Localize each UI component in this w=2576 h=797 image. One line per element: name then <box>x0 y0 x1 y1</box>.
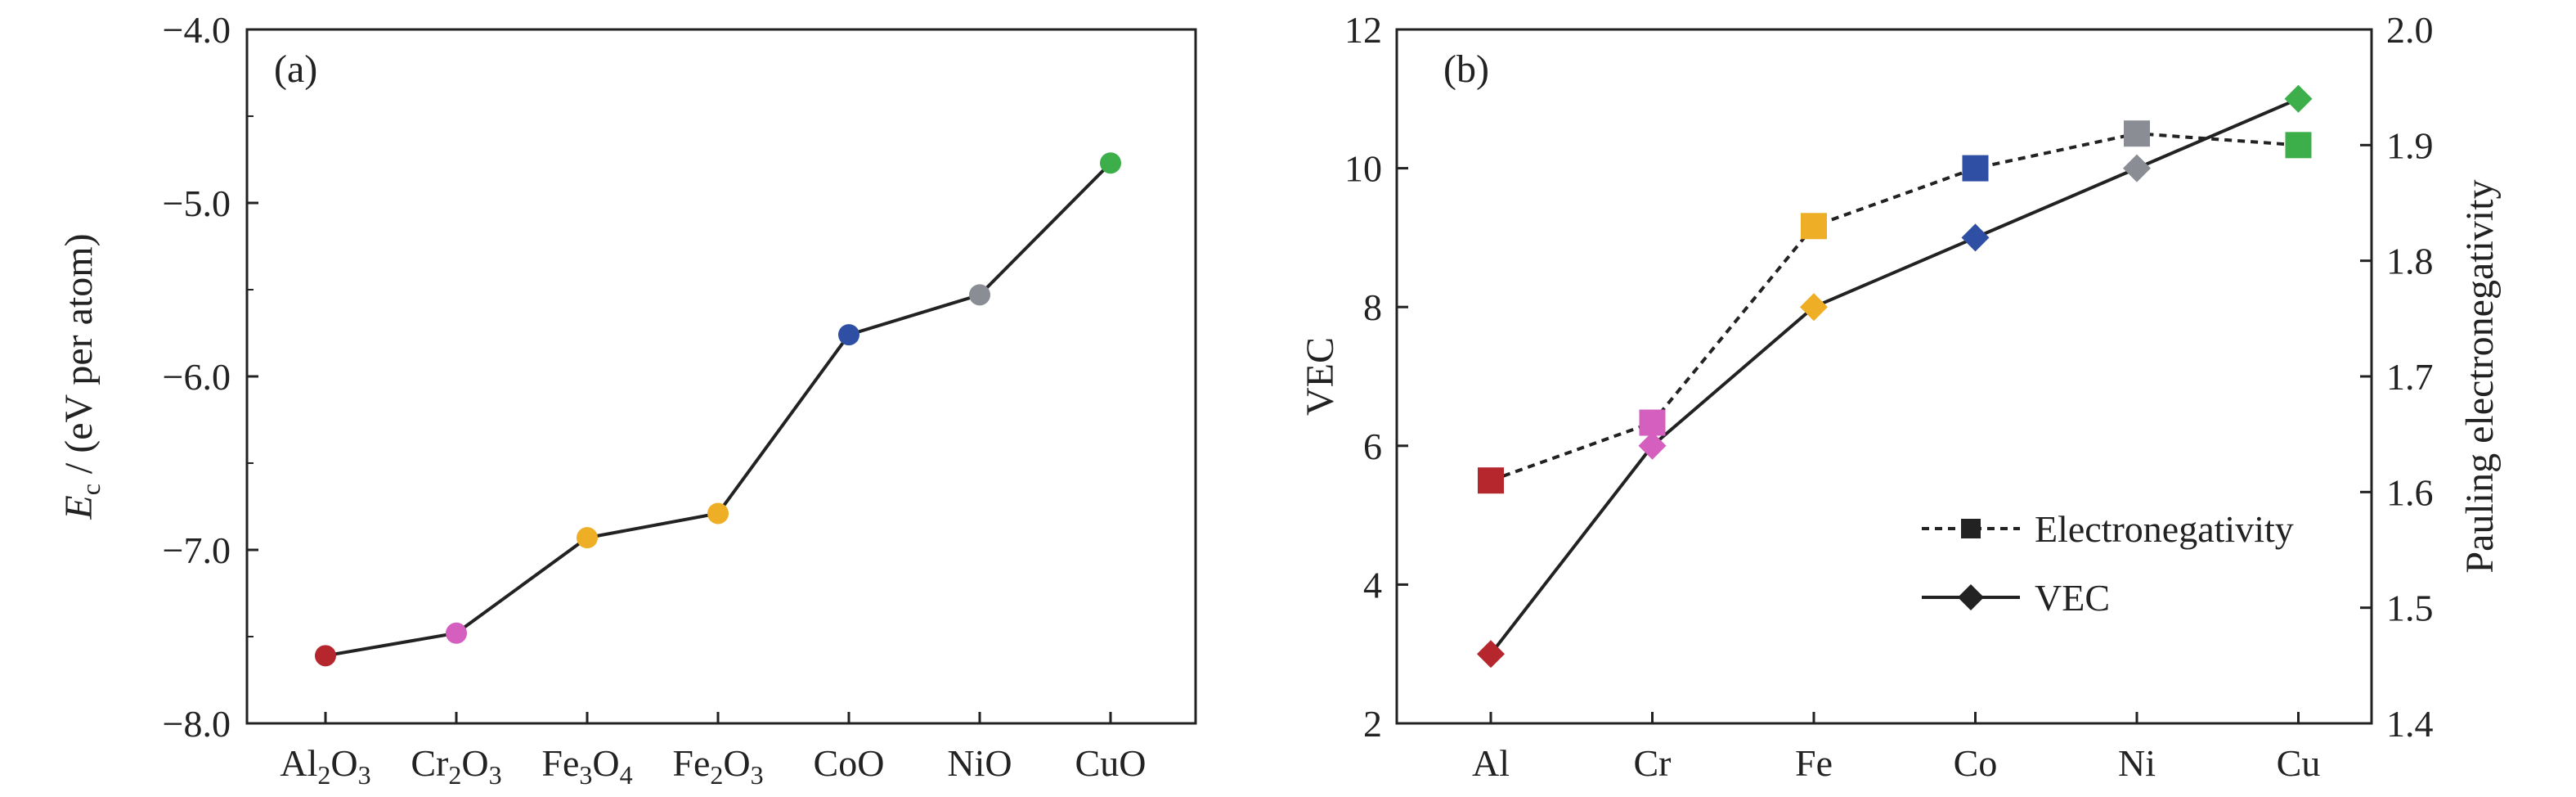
panel-a-x-tick-label: NiO <box>947 742 1012 784</box>
panel-b-vec-electronegativity-chart: 2 4 6 8 10 12 1.4 1.5 1.6 1.7 1.8 1.9 2.0 Al Cr Fe Co N… <box>1299 9 2502 784</box>
panel-a-x-tick-label: Cr2O3 <box>411 742 501 790</box>
legend-entry-vec: VEC <box>1922 577 2110 619</box>
panel-b-right-y-tick-label: 1.5 <box>2386 588 2434 629</box>
panel-b-left-y-ticks: 2 4 6 8 10 12 <box>1344 9 1408 745</box>
panel-a-y-tick-label: −5.0 <box>163 182 231 224</box>
panel-b-left-y-tick-label: 8 <box>1363 286 1382 328</box>
panel-b-right-y-tick-label: 1.9 <box>2386 124 2434 166</box>
panel-b-right-y-tick-label: 1.7 <box>2386 356 2434 398</box>
panel-a-y-axis-title-subscript: c <box>76 484 105 495</box>
panel-b-left-y-tick-label: 12 <box>1344 9 1382 51</box>
formula-element: CuO <box>1075 742 1147 784</box>
panel-b-right-y-tick-label: 1.8 <box>2386 241 2434 282</box>
panel-b-series <box>1477 84 2313 669</box>
formula-subscript: 2 <box>317 760 330 790</box>
vec-point <box>2123 154 2151 182</box>
panel-a-x-tick-label: Al2O3 <box>280 742 370 790</box>
panel-a-x-ticks: Al2O3 Cr2O3 Fe3O4 Fe2O3 CoO NiO CuO <box>280 712 1146 790</box>
formula-subscript: 3 <box>579 760 592 790</box>
vec-point <box>1638 431 1667 460</box>
panel-b-x-ticks: Al Cr Fe Co Ni Cu <box>1472 712 2320 784</box>
vec-point <box>1800 293 1828 322</box>
formula-element: Cr <box>411 742 448 784</box>
formula-element: CoO <box>814 742 885 784</box>
legend-electronegativity-marker <box>1961 519 1981 538</box>
formula-subscript: 3 <box>489 760 502 790</box>
panel-b-left-y-tick-label: 2 <box>1363 703 1382 745</box>
panel-b-left-y-tick-label: 10 <box>1344 148 1382 190</box>
formula-subscript: 3 <box>751 760 764 790</box>
panel-a-data-point <box>707 502 729 525</box>
vec-point <box>1477 640 1505 669</box>
panel-b-x-tick-label: Co <box>1954 742 1998 784</box>
electronegativity-point <box>1478 467 1504 494</box>
formula-element: O <box>330 742 357 784</box>
panel-a-data-point <box>1100 152 1121 174</box>
panel-a-y-tick-label: −4.0 <box>163 9 231 51</box>
vec-point <box>1961 223 1990 252</box>
panel-b-right-y-tick-label: 1.4 <box>2386 703 2434 745</box>
formula-element: Fe <box>672 742 710 784</box>
panel-b-left-y-tick-label: 4 <box>1363 564 1382 606</box>
panel-a-y-tick-label: −6.0 <box>163 356 231 398</box>
panel-a-x-tick-label: Fe2O3 <box>672 742 763 790</box>
electronegativity-point <box>1962 155 1989 182</box>
formula-subscript: 2 <box>710 760 723 790</box>
panel-a-x-tick-label: CoO <box>814 742 885 784</box>
panel-a-y-axis-title-unit: / (eV per atom) <box>57 233 101 484</box>
formula-element: O <box>592 742 619 784</box>
legend-entry-electronegativity: Electronegativity <box>1922 508 2294 550</box>
legend-electronegativity-label: Electronegativity <box>2035 508 2294 550</box>
panel-a-data-point <box>315 645 336 667</box>
panel-a-y-tick-label: −7.0 <box>163 529 231 571</box>
panel-a-label: (a) <box>274 47 317 91</box>
panel-a-x-tick-label: Fe3O4 <box>541 742 632 790</box>
legend-vec-label: VEC <box>2035 577 2110 619</box>
panel-b-right-y-tick-label: 2.0 <box>2386 9 2434 51</box>
panel-b-right-y-ticks: 1.4 1.5 1.6 1.7 1.8 1.9 2.0 <box>2360 9 2434 745</box>
formula-subscript: 3 <box>358 760 371 790</box>
electronegativity-point <box>1801 213 1827 240</box>
panel-a-y-tick-label: −8.0 <box>163 703 231 745</box>
formula-element: O <box>723 742 750 784</box>
panel-b-right-y-axis-title: Pauling electronegativity <box>2458 179 2502 573</box>
vec-line <box>1489 97 2300 655</box>
panel-a-y-axis-title-symbol: E <box>57 495 101 520</box>
panel-b-x-tick-label: Ni <box>2118 742 2156 784</box>
electronegativity-point <box>1639 409 1666 436</box>
formula-element: NiO <box>947 742 1012 784</box>
formula-element: Fe <box>541 742 579 784</box>
formula-element: Al <box>280 742 317 784</box>
panel-b-x-tick-label: Fe <box>1795 742 1833 784</box>
panel-a-data-point <box>446 622 467 644</box>
panel-b-right-y-tick-label: 1.6 <box>2386 471 2434 513</box>
electronegativity-point <box>2285 132 2312 159</box>
vec-point <box>2284 84 2313 113</box>
panel-b-x-tick-label: Cr <box>1634 742 1672 784</box>
panel-b-left-y-tick-label: 6 <box>1363 426 1382 467</box>
panel-a-y-ticks: −8.0 −7.0 −6.0 −5.0 −4.0 <box>163 9 258 745</box>
panel-b-plot-frame <box>1395 28 2373 725</box>
panel-a-x-tick-label: CuO <box>1075 742 1147 784</box>
formula-subscript: 4 <box>620 760 633 790</box>
panel-a-y-axis-title: Ec / (eV per atom) <box>57 233 105 520</box>
panel-b-left-y-axis-title: VEC <box>1299 337 1342 416</box>
panel-a-data-point <box>969 284 990 306</box>
panel-b-x-tick-label: Cu <box>2277 742 2321 784</box>
panel-a-formation-energy-chart: −8.0−7.0−6.0−5.0−4.0 Al2O3 Cr2O3 Fe3O4 Fe2O… <box>57 9 1197 790</box>
panel-a-data-point <box>577 527 598 549</box>
panel-a-energy-line <box>325 161 1112 658</box>
panel-b-label: (b) <box>1443 47 1489 91</box>
formula-subscript: 2 <box>448 760 461 790</box>
panel-b-x-tick-label: Al <box>1472 742 1510 784</box>
panel-b-legend: Electronegativity VEC <box>1922 508 2294 619</box>
electronegativity-point <box>2124 120 2150 147</box>
panel-a-series <box>315 152 1121 667</box>
formula-element: O <box>461 742 488 784</box>
electronegativity-line <box>1490 132 2299 483</box>
panel-a-plot-frame <box>245 28 1197 725</box>
panel-a-data-point <box>838 324 859 346</box>
legend-vec-marker <box>1958 584 1984 610</box>
